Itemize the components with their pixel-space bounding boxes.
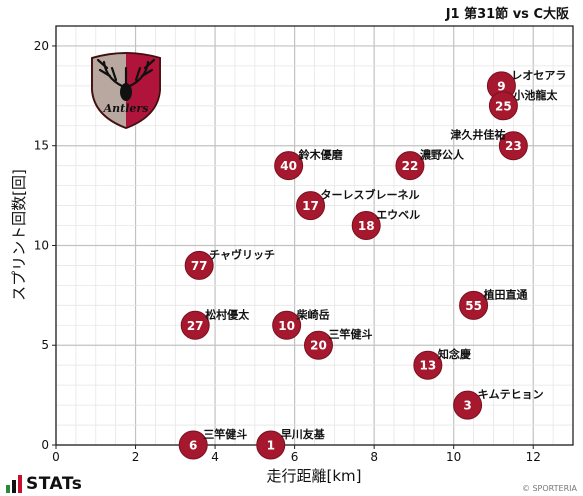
x-tick-label: 2 (132, 450, 140, 464)
player-number: 55 (465, 299, 482, 313)
player-marker (272, 310, 302, 340)
x-tick-label: 10 (446, 450, 461, 464)
player-marker (180, 310, 210, 340)
player-point: 25 (488, 91, 518, 121)
player-name: 三竿健斗 (203, 427, 247, 441)
player-name: ターレスブレーネル (321, 188, 420, 202)
y-axis-label: スプリント回数[回] (10, 169, 28, 301)
player-number: 77 (191, 259, 208, 273)
player-number: 20 (310, 339, 327, 353)
x-tick-label: 0 (52, 450, 60, 464)
player-name: 津久井佳祐 (450, 128, 505, 142)
data-points: 9 25 23 22 40 17 18 77 55 27 10 20 13 3 6 1 レオセアラ小池龍太津久井… (178, 69, 566, 460)
player-name: エウベル (376, 209, 420, 222)
y-tick-label: 20 (34, 39, 49, 53)
y-tick-label: 5 (41, 338, 49, 352)
player-name: 小池龍太 (512, 88, 558, 102)
y-tick-label: 10 (34, 238, 49, 252)
x-tick-label: 8 (370, 450, 378, 464)
player-marker (453, 390, 483, 420)
player-number: 25 (495, 99, 512, 113)
player-number: 10 (278, 319, 295, 333)
player-marker (303, 330, 333, 360)
player-name: 知念慶 (437, 347, 471, 361)
player-number: 17 (302, 199, 319, 213)
player-point: 6 (178, 430, 208, 460)
player-name: 鈴木優磨 (299, 148, 344, 162)
player-point: 27 (180, 310, 210, 340)
stats-logo: STATs (6, 474, 82, 494)
y-tick-label: 0 (41, 438, 49, 452)
player-point: 17 (296, 191, 326, 221)
player-number: 3 (463, 399, 471, 413)
player-marker (256, 430, 286, 460)
crest-text: Antlers (103, 102, 149, 115)
stats-bars-icon (6, 475, 22, 493)
player-marker (178, 430, 208, 460)
player-marker (351, 211, 381, 241)
player-point: 18 (351, 211, 381, 241)
copyright: © SPORTERIA (521, 484, 577, 493)
player-point: 40 (274, 151, 304, 181)
player-name: 柴崎岳 (296, 307, 330, 321)
match-title: J1 第31節 vs C大阪 (445, 7, 569, 22)
player-marker (498, 131, 528, 161)
player-marker (274, 151, 304, 181)
player-name: キムテヒョン (478, 388, 544, 401)
player-point: 22 (395, 151, 425, 181)
x-tick-label: 4 (211, 450, 219, 464)
x-axis-label: 走行距離[km] (266, 467, 361, 485)
player-name: 濃野公人 (420, 148, 465, 162)
stats-brand: STATs (26, 474, 83, 494)
player-marker (395, 151, 425, 181)
player-number: 6 (189, 439, 197, 453)
player-marker (459, 290, 489, 320)
player-point: 77 (184, 250, 214, 280)
player-number: 18 (358, 219, 375, 233)
player-point: 20 (303, 330, 333, 360)
player-number: 27 (187, 319, 204, 333)
player-point: 23 (498, 131, 528, 161)
player-name: 三竿健斗 (328, 327, 372, 341)
player-point: 1 (256, 430, 286, 460)
player-marker (184, 250, 214, 280)
player-point: 13 (413, 350, 443, 380)
player-number: 9 (497, 79, 505, 93)
player-name: 松村優太 (205, 307, 250, 321)
player-marker (296, 191, 326, 221)
player-number: 13 (419, 359, 436, 373)
y-tick-label: 15 (34, 139, 49, 153)
player-number: 23 (505, 139, 522, 153)
player-number: 1 (267, 439, 275, 453)
player-name: 早川友基 (281, 427, 326, 441)
plot-frame (55, 25, 574, 446)
x-tick-label: 6 (291, 450, 299, 464)
player-point: 3 (453, 390, 483, 420)
player-point: 55 (459, 290, 489, 320)
player-name: レオセアラ (511, 69, 566, 82)
player-name: チャヴリッチ (209, 247, 275, 261)
x-tick-label: 12 (526, 450, 541, 464)
player-number: 22 (402, 159, 419, 173)
club-crest-logo: Antlers (91, 52, 161, 130)
player-point: 10 (272, 310, 302, 340)
player-marker (413, 350, 443, 380)
player-marker (488, 91, 518, 121)
player-number: 40 (280, 159, 297, 173)
player-name: 植田直通 (483, 287, 528, 301)
